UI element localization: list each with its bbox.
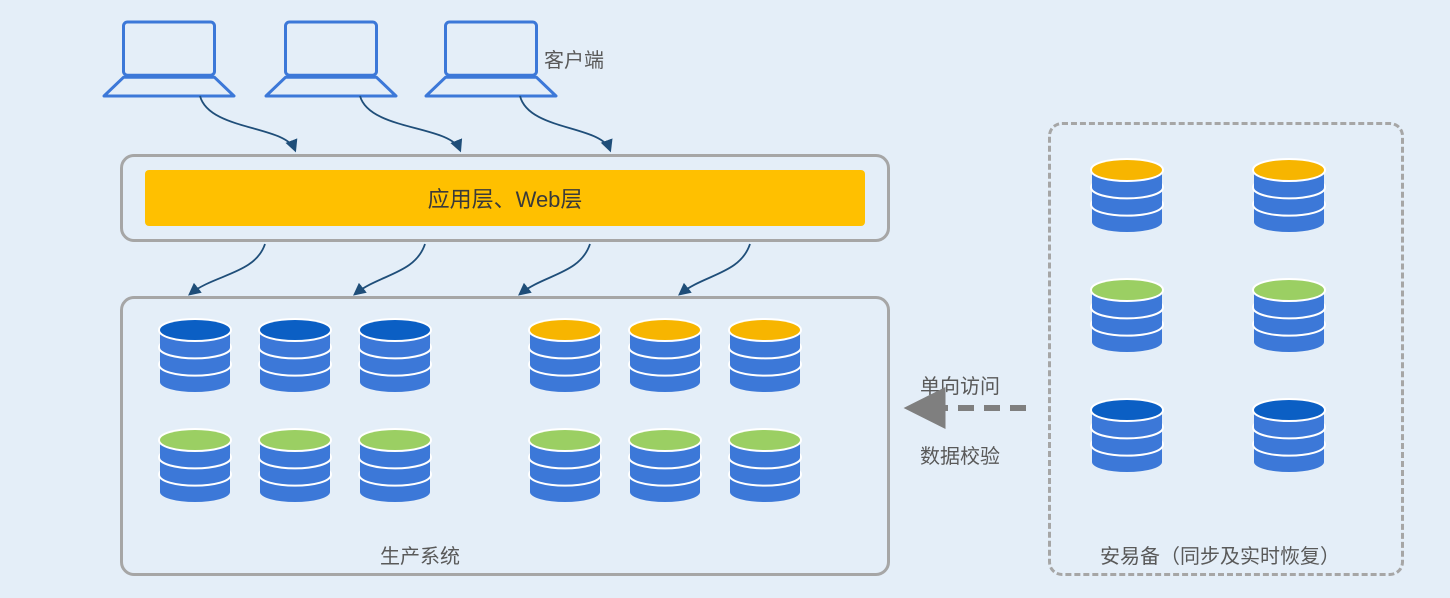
backup-container [1048,122,1404,576]
backup-label: 安易备（同步及实时恢复） [1100,540,1340,569]
diagram-canvas: 应用层、Web层 客户端 生产系统 单向访问 数据校验 安易备（同步及实时恢复） [0,0,1450,598]
laptop-icon [104,22,234,96]
flow-arrow [355,244,425,294]
laptop-icon [266,22,396,96]
flow-arrow [200,96,295,150]
flow-arrow [360,96,460,150]
app-layer-label: 应用层、Web层 [428,182,583,214]
production-label: 生产系统 [380,540,460,569]
flow-arrow [520,96,610,150]
production-system-container [120,296,890,576]
one-way-access-label: 单向访问 [920,370,1000,399]
flow-arrow [680,244,750,294]
laptop-icon [426,22,556,96]
flow-arrow [190,244,265,294]
flow-arrow [520,244,590,294]
data-verify-label: 数据校验 [920,440,1000,469]
client-label: 客户端 [544,44,604,73]
app-layer-bar: 应用层、Web层 [145,170,865,226]
